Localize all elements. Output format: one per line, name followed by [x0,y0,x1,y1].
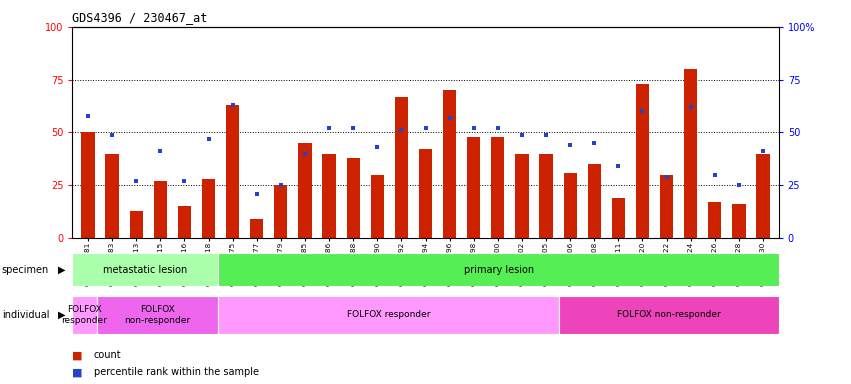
Bar [395,96,408,238]
Bar [708,202,722,238]
Bar [612,198,625,238]
Bar [732,204,745,238]
Text: ▶: ▶ [58,265,66,275]
Bar [202,179,215,238]
Text: specimen: specimen [2,265,49,275]
Text: percentile rank within the sample: percentile rank within the sample [94,367,259,377]
Bar [588,164,601,238]
Text: ▶: ▶ [58,310,66,320]
Text: metastatic lesion: metastatic lesion [103,265,187,275]
Text: primary lesion: primary lesion [464,265,534,275]
Bar [323,154,335,238]
Bar [636,84,649,238]
Bar [154,181,167,238]
Bar [106,154,119,238]
Bar [559,296,779,334]
Text: FOLFOX
non-responder: FOLFOX non-responder [124,305,191,324]
Text: FOLFOX
responder: FOLFOX responder [61,305,107,324]
Bar [219,296,559,334]
Bar [491,137,505,238]
Bar [563,173,577,238]
Text: ■: ■ [72,367,83,377]
Text: ■: ■ [72,350,83,360]
Bar [540,154,552,238]
Bar [299,143,311,238]
Bar [250,219,263,238]
Bar [419,149,432,238]
Bar [129,210,143,238]
Bar [516,154,528,238]
Text: individual: individual [2,310,49,320]
Bar [178,207,191,238]
Text: FOLFOX responder: FOLFOX responder [347,310,431,319]
Bar [82,132,94,238]
Bar [467,137,480,238]
Bar [346,158,360,238]
Bar [72,253,219,286]
Bar [684,69,697,238]
Bar [757,154,769,238]
Bar [72,296,97,334]
Bar [660,175,673,238]
Text: count: count [94,350,121,360]
Bar [371,175,384,238]
Text: FOLFOX non-responder: FOLFOX non-responder [617,310,721,319]
Text: GDS4396 / 230467_at: GDS4396 / 230467_at [72,12,208,25]
Bar [226,105,239,238]
Bar [219,253,779,286]
Bar [274,185,288,238]
Bar [97,296,219,334]
Bar [443,90,456,238]
